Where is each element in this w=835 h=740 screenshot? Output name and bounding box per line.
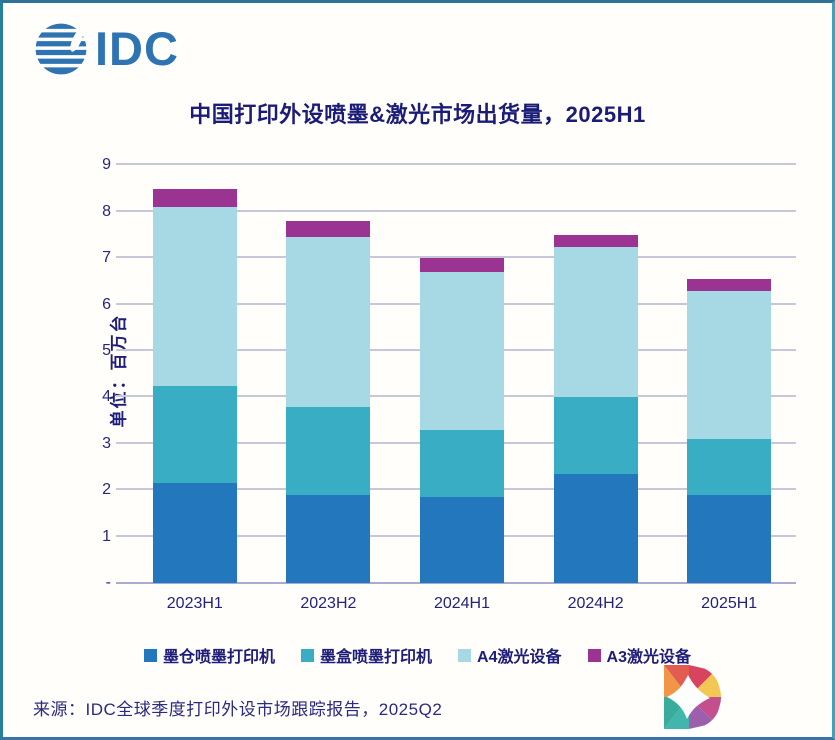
bar-segment [420, 258, 504, 273]
legend-label: 墨仓喷墨打印机 [163, 649, 276, 666]
bar-segment [420, 497, 504, 583]
y-tick-label: 3 [102, 434, 111, 452]
bar-segment [553, 397, 638, 474]
x-tick-label: 2024H1 [433, 595, 490, 612]
bar-segment [420, 429, 504, 498]
bar-segment [152, 483, 237, 583]
bar-segment [687, 439, 772, 495]
x-axis-line [116, 582, 796, 584]
x-tick-label: 2023H2 [300, 595, 357, 612]
idc-logo: IDC [33, 21, 179, 77]
bar-segment [553, 235, 638, 247]
y-tick-label: 4 [102, 388, 111, 406]
bar-segment [286, 237, 371, 407]
chart-title: 中国打印外设喷墨&激光市场出货量，2025H1 [189, 102, 646, 127]
x-axis-labels: 2023H1 2023H2 2024H1 2024H2 2025H1 [128, 595, 796, 619]
source-text: 来源：IDC全球季度打印外设市场跟踪报告，2025Q2 [33, 700, 443, 719]
chart-legend: 墨仓喷墨打印机 墨盒喷墨打印机 A4激光设备 A3激光设备 [3, 643, 832, 667]
legend-item: A4激光设备 [458, 643, 562, 667]
x-tick-label: 2025H1 [701, 595, 758, 612]
legend-label: A4激光设备 [477, 649, 562, 666]
bar-stack-2023H2 [286, 221, 371, 583]
y-axis-ticks: 9 8 7 6 5 4 3 2 1 - [55, 149, 117, 591]
y-tick-label: 7 [102, 249, 111, 267]
y-tick-label: - [105, 574, 111, 591]
bar-segment [420, 272, 504, 430]
bar-segment [553, 473, 638, 583]
legend-label: A3激光设备 [606, 649, 691, 666]
legend-swatch [144, 648, 158, 662]
y-tick-label: 6 [102, 295, 111, 313]
gridline [116, 209, 796, 212]
legend-item: 墨盒喷墨打印机 [301, 643, 432, 667]
legend-swatch [301, 648, 315, 662]
bar-segment [286, 494, 371, 583]
y-tick-label: 2 [102, 481, 111, 499]
legend-swatch [458, 648, 472, 662]
bar-segment [687, 279, 772, 291]
legend-item: A3激光设备 [587, 643, 691, 667]
x-tick-label: 2024H2 [567, 595, 624, 612]
bar-stack-2024H2 [553, 235, 638, 583]
bar-segment [286, 221, 371, 238]
legend-label: 墨盒喷墨打印机 [320, 649, 433, 666]
x-tick-label: 2023H1 [166, 595, 223, 612]
legend-swatch [587, 648, 601, 662]
gridline [116, 256, 796, 259]
idc-logo-text: IDC [95, 22, 179, 75]
bar-segment [152, 385, 237, 484]
plot-area [116, 149, 796, 584]
gridline [116, 163, 796, 166]
bar-segment [553, 246, 638, 398]
y-tick-label: 1 [102, 527, 111, 545]
idc-globe-icon [33, 23, 89, 75]
bar-stack-2025H1 [687, 279, 772, 583]
bar-segment [687, 290, 772, 440]
legend-item: 墨仓喷墨打印机 [144, 643, 275, 667]
bar-stack-2023H1 [152, 188, 237, 583]
y-tick-label: 5 [102, 342, 111, 359]
y-tick-label: 8 [102, 202, 111, 220]
y-tick-label: 9 [102, 156, 111, 174]
bar-segment [152, 207, 237, 386]
d-watermark-logo [664, 665, 721, 729]
bar-stack-2024H1 [420, 258, 504, 583]
bar-segment [152, 188, 237, 208]
bar-segment [286, 406, 371, 495]
bar-segment [687, 494, 772, 583]
